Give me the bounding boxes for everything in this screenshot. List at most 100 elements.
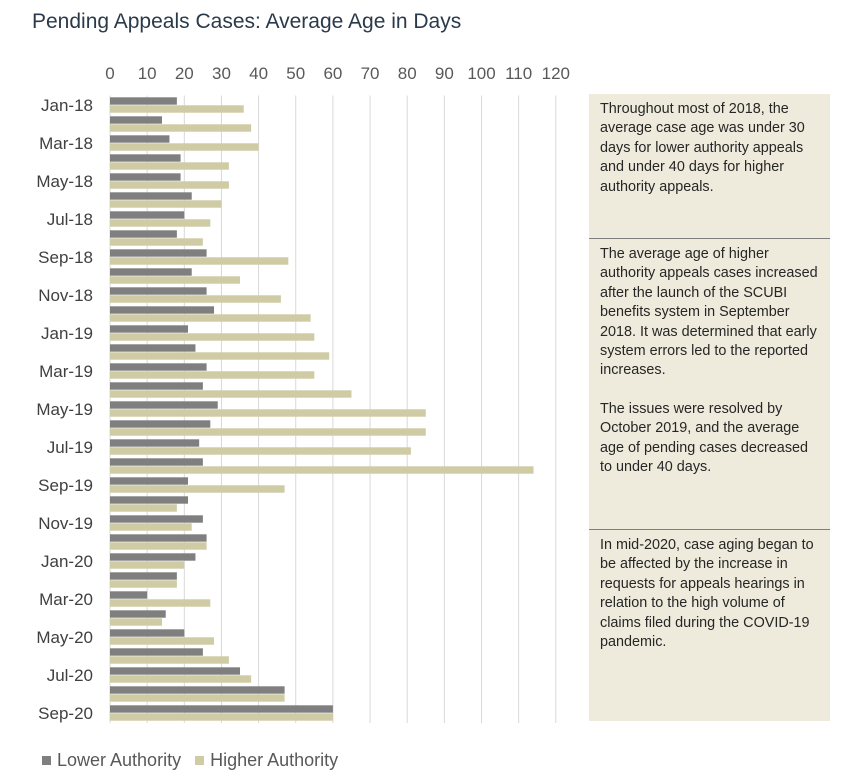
x-tick-label: 0 [105,64,114,83]
bar-higher-May-19 [110,409,426,417]
bar-lower-Feb-19 [110,344,196,352]
bar-lower-Aug-19 [110,458,203,466]
x-tick-label: 40 [249,64,268,83]
bar-higher-Nov-19 [110,523,192,531]
bar-higher-Aug-20 [110,694,285,702]
bar-lower-Aug-18 [110,230,177,238]
bar-higher-Jul-19 [110,447,411,455]
bar-higher-Jun-18 [110,200,222,208]
y-tick-label: May-19 [36,400,93,419]
bar-higher-Jul-18 [110,219,211,227]
chart-title: Pending Appeals Cases: Average Age in Da… [32,10,462,33]
bar-higher-Sep-19 [110,485,285,493]
bar-higher-Apr-20 [110,618,163,626]
bar-lower-May-19 [110,401,218,409]
legend: Lower Authority Higher Authority [42,750,352,771]
y-tick-label: Nov-19 [38,514,93,533]
bar-higher-May-18 [110,181,229,189]
bar-higher-Mar-18 [110,143,259,151]
bar-higher-Jan-20 [110,561,185,569]
bar-lower-Nov-18 [110,287,207,295]
bar-higher-Oct-19 [110,504,177,512]
y-tick-label: Jul-19 [47,438,93,457]
bar-lower-Apr-18 [110,154,181,162]
bar-lower-Nov-19 [110,515,203,523]
bar-higher-Dec-19 [110,542,207,550]
annotation-panel-2020: In mid-2020, case aging began to be affe… [589,530,830,721]
legend-label-lower: Lower Authority [57,750,182,770]
x-tick-label: 70 [361,64,380,83]
y-tick-label: Jan-18 [41,96,93,115]
y-tick-label: Sep-20 [38,704,93,723]
bar-higher-Dec-18 [110,314,311,322]
x-axis-ticks: 0 10 20 30 40 50 60 70 80 90 100 110 120 [105,64,570,83]
bar-higher-Jan-18 [110,105,244,113]
y-tick-label: May-18 [36,172,93,191]
x-tick-label: 20 [175,64,194,83]
y-tick-label: Jan-19 [41,324,93,343]
grid-lines [109,95,557,723]
bar-higher-Mar-20 [110,599,211,607]
legend-item-lower: Lower Authority [42,750,181,771]
y-tick-label: Mar-19 [39,362,93,381]
bar-higher-Sep-20 [110,713,333,721]
bar-lower-Sep-19 [110,477,189,485]
bar-lower-Apr-19 [110,382,203,390]
bar-lower-May-20 [110,629,185,637]
bar-higher-Apr-18 [110,162,229,170]
x-tick-label: 10 [138,64,157,83]
annotation-text: In mid-2020, case aging began to be affe… [600,537,814,651]
y-tick-label: Jul-18 [47,210,93,229]
x-tick-label: 30 [212,64,231,83]
annotation-text: The issues were resolved by October 2019… [600,400,809,476]
bar-lower-Mar-18 [110,135,170,143]
y-tick-label: May-20 [36,628,93,647]
bar-higher-Aug-18 [110,238,203,246]
bar-lower-Dec-18 [110,306,215,314]
bar-higher-Jul-20 [110,675,252,683]
y-tick-label: Sep-19 [38,476,93,495]
bar-higher-Nov-18 [110,295,281,303]
y-tick-label: Nov-18 [38,286,93,305]
bar-lower-Jul-19 [110,439,200,447]
bar-lower-Feb-20 [110,572,177,580]
bar-lower-Oct-19 [110,496,189,504]
bar-lower-Jul-18 [110,211,185,219]
bar-lower-Dec-19 [110,534,207,542]
bar-lower-Aug-20 [110,686,285,694]
bar-lower-Jan-18 [110,97,177,105]
bar-higher-Aug-19 [110,466,534,474]
bar-higher-Oct-18 [110,276,241,284]
panel-divider [589,529,830,530]
annotation-panel-2019: The average age of higher authority appe… [589,239,830,529]
y-tick-label: Sep-18 [38,248,93,267]
x-tick-label: 100 [467,64,495,83]
y-tick-label: Mar-18 [39,134,93,153]
bar-higher-Sep-18 [110,257,289,265]
bar-lower-Sep-20 [110,705,333,713]
bar-lower-May-18 [110,173,181,181]
bar-lower-Sep-18 [110,249,207,257]
panel-divider [589,238,830,239]
y-tick-label: Jan-20 [41,552,93,571]
bar-lower-Mar-20 [110,591,148,599]
legend-swatch-lower [42,756,51,765]
legend-item-higher: Higher Authority [195,750,338,771]
bar-lower-Oct-18 [110,268,192,276]
x-tick-label: 60 [323,64,342,83]
bar-lower-Jan-19 [110,325,189,333]
legend-swatch-higher [195,756,205,765]
legend-label-higher: Higher Authority [210,750,339,770]
bar-higher-Feb-18 [110,124,252,132]
x-tick-label: 110 [505,64,532,83]
y-tick-label: Mar-20 [39,590,93,609]
bar-lower-Feb-18 [110,116,163,124]
annotation-text: The average age of higher authority appe… [600,246,818,379]
bar-lower-Jun-19 [110,420,211,428]
bar-higher-Jun-19 [110,428,426,436]
y-tick-label: Jul-20 [47,666,93,685]
bar-higher-Jun-20 [110,656,229,664]
y-axis-ticks: Jan-18 Mar-18 May-18 Jul-18 Sep-18 Nov-18 Jan-… [36,96,93,723]
bar-higher-Apr-19 [110,390,352,398]
